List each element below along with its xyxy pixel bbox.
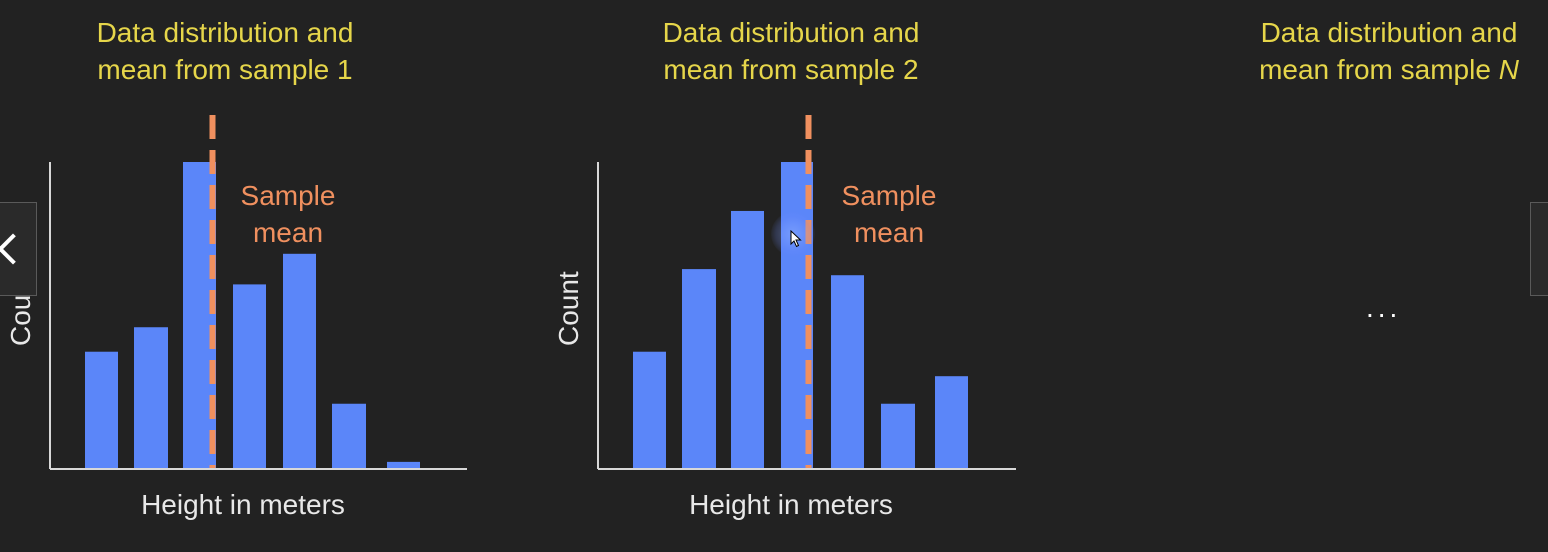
chevron-left-icon (0, 233, 29, 265)
panel-3-title: Data distribution and mean from sample N (1244, 14, 1534, 88)
chart-1-bar-4 (233, 284, 266, 468)
chart-1-bar-2 (134, 327, 168, 468)
chart-1-x-axis-label: Height in meters (141, 489, 345, 520)
panel-2-title-line2: mean from sample 2 (663, 54, 919, 85)
panel-1-title-line2: mean from sample 1 (97, 54, 353, 85)
ellipsis-more-samples: ... (1366, 292, 1402, 323)
panel-2-title: Data distribution and mean from sample 2 (648, 14, 934, 88)
chart-1-bar-1 (85, 351, 118, 468)
next-slide-button[interactable] (1530, 202, 1548, 296)
chart-1-bar-5 (283, 253, 316, 468)
chart-1-mean-annotation-line2: mean (253, 217, 323, 248)
panel-3-title-line2: mean from sample N (1259, 54, 1519, 85)
panel-1-title-line1: Data distribution and (96, 17, 354, 48)
chart-2-bar-3 (731, 210, 764, 468)
chart-1-mean-annotation-line1: Sample (241, 180, 336, 211)
chart-2-bar-2 (682, 269, 716, 468)
chart-2-mean-annotation-line2: mean (854, 217, 924, 248)
panel-3-title-line1: Data distribution and (1260, 17, 1518, 48)
chart-1-bar-6 (332, 403, 366, 468)
chart-1-y-axis-label: Cou (5, 295, 36, 346)
panel-1-title: Data distribution and mean from sample 1 (82, 14, 368, 88)
chart-2-x-axis-label: Height in meters (689, 489, 893, 520)
chart-2-bar-1 (633, 351, 666, 468)
panel-2-title-line1: Data distribution and (662, 17, 920, 48)
chart-2-bar-6 (881, 403, 915, 468)
chart-2-y-axis-label: Count (553, 271, 584, 346)
chart-2-mean-annotation-line1: Sample (842, 180, 937, 211)
chart-2-bar-5 (831, 275, 864, 468)
sample-n-variable: N (1498, 54, 1519, 85)
chart-2-bar-7 (935, 376, 968, 468)
previous-slide-button[interactable] (0, 202, 37, 296)
chart-1-bar-7 (387, 461, 420, 468)
